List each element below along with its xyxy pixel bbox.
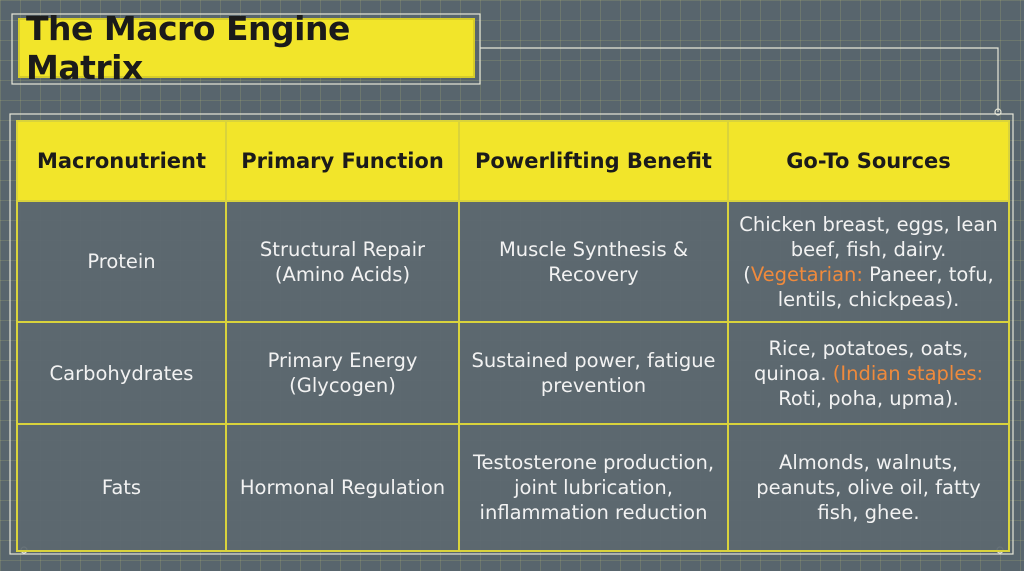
table-cell: Rice, potatoes, oats, quinoa. (Indian st… bbox=[727, 321, 1010, 425]
table-cell: Almonds, walnuts, peanuts, olive oil, fa… bbox=[727, 423, 1010, 552]
column-header: Primary Function bbox=[225, 120, 460, 202]
header-row: Macronutrient Primary Function Powerliftin… bbox=[16, 120, 1010, 202]
table-cell: Testosterone production, joint lubricati… bbox=[458, 423, 729, 552]
table-cell: Chicken breast, eggs, lean beef, fish, d… bbox=[727, 200, 1010, 323]
table-cell: Primary Energy (Glycogen) bbox=[225, 321, 460, 425]
table-cell: Protein bbox=[16, 200, 227, 323]
cell-text: Roti, poha, upma). bbox=[778, 386, 959, 410]
highlight-text: Vegetarian: bbox=[750, 262, 863, 286]
title: The Macro Engine Matrix bbox=[18, 9, 475, 87]
table-cell: Sustained power, fatigue prevention bbox=[458, 321, 729, 425]
table-cell: Fats bbox=[16, 423, 227, 552]
table-cell: Muscle Synthesis & Recovery bbox=[458, 200, 729, 323]
table-cell: Structural Repair (Amino Acids) bbox=[225, 200, 460, 323]
macro-table: Macronutrient Primary Function Powerliftin… bbox=[16, 120, 1010, 552]
table-row: Protein Structural Repair (Amino Acids) Mu… bbox=[16, 200, 1010, 323]
table-cell: Carbohydrates bbox=[16, 321, 227, 425]
column-header: Go-To Sources bbox=[727, 120, 1010, 202]
highlight-text: (Indian staples: bbox=[832, 361, 984, 385]
column-header: Macronutrient bbox=[16, 120, 227, 202]
table-body: Protein Structural Repair (Amino Acids) Mu… bbox=[16, 200, 1010, 552]
table-row: Fats Hormonal Regulation Testosterone prod… bbox=[16, 423, 1010, 552]
cell-text: Paneer, tofu, lentils, chickpeas). bbox=[777, 262, 994, 311]
table-cell: Hormonal Regulation bbox=[225, 423, 460, 552]
cell-text: Chicken breast, eggs, lean beef, fish, d… bbox=[739, 212, 998, 286]
cell-text: Rice, potatoes, oats, quinoa. bbox=[753, 336, 969, 385]
column-header: Powerlifting Benefit bbox=[458, 120, 729, 202]
table-row: Carbohydrates Primary Energy (Glycogen) Su… bbox=[16, 321, 1010, 425]
cell-text: Almonds, walnuts, peanuts, olive oil, fa… bbox=[756, 451, 981, 524]
